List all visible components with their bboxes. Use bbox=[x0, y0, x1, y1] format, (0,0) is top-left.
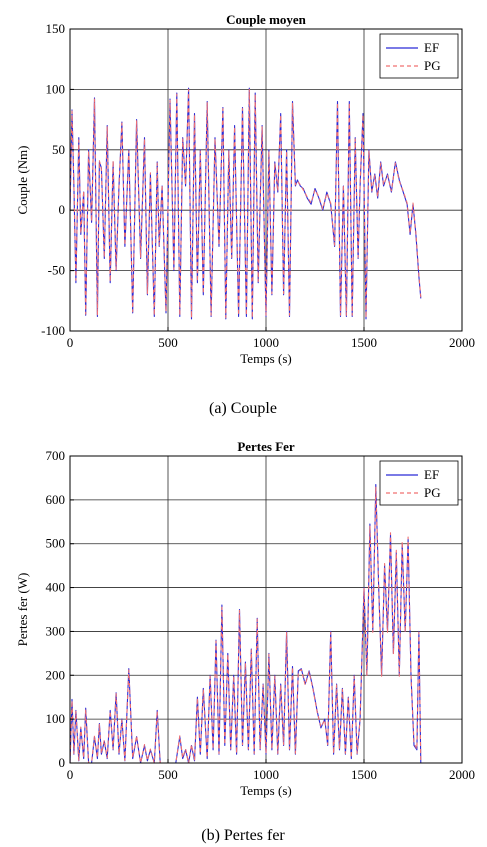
y-tick-label: 150 bbox=[46, 21, 66, 36]
series-line-pg bbox=[69, 88, 422, 319]
y-tick-label: 200 bbox=[46, 667, 66, 682]
x-tick-label: 2000 bbox=[449, 335, 475, 350]
x-tick-label: 2000 bbox=[449, 767, 475, 782]
legend-box bbox=[379, 33, 459, 79]
chart-couple-moyen: 0 500 1000 1500 2000 -100 -50 0 50 100 150 Couple m… bbox=[15, 12, 475, 366]
legend-label-ef: EF bbox=[424, 467, 439, 482]
legend-label-pg: PG bbox=[424, 58, 441, 73]
y-tick-label: 100 bbox=[46, 81, 66, 96]
y-tick-label: 50 bbox=[52, 142, 65, 157]
x-tick-label: 500 bbox=[158, 767, 178, 782]
y-tick-label: 0 bbox=[59, 202, 66, 217]
y-tick-label: 600 bbox=[46, 492, 66, 507]
y-tick-label: 300 bbox=[46, 623, 66, 638]
x-tick-label: 1500 bbox=[351, 335, 377, 350]
x-tick-label: 500 bbox=[158, 335, 178, 350]
y-tick-label: 100 bbox=[46, 711, 66, 726]
y-axis-label: Couple (Nm) bbox=[15, 146, 30, 215]
y-axis-label: Pertes fer (W) bbox=[15, 573, 30, 647]
x-axis-label: Temps (s) bbox=[240, 351, 291, 366]
x-tick-label: 1000 bbox=[253, 767, 279, 782]
x-tick-label: 0 bbox=[67, 767, 74, 782]
y-tick-label: 700 bbox=[46, 448, 66, 463]
legend: EF PG bbox=[379, 33, 459, 79]
chart-pertes-fer: 0 500 1000 1500 2000 0 100 200 300 400 500 600 700 Pe… bbox=[15, 439, 475, 798]
x-tick-label: 0 bbox=[67, 335, 74, 350]
legend: EF PG bbox=[379, 460, 459, 506]
x-axis-label: Temps (s) bbox=[240, 783, 291, 798]
chart-title: Couple moyen bbox=[226, 12, 307, 27]
y-tick-label: 500 bbox=[46, 536, 66, 551]
caption-couple: (a) Couple bbox=[209, 400, 277, 417]
series-line-pg bbox=[69, 486, 422, 764]
y-tick-label: 0 bbox=[59, 755, 66, 770]
legend-label-pg: PG bbox=[424, 485, 441, 500]
x-tick-label: 1500 bbox=[351, 767, 377, 782]
legend-box bbox=[379, 460, 459, 506]
y-tick-label: -100 bbox=[41, 323, 65, 338]
y-tick-label: 400 bbox=[46, 580, 66, 595]
legend-label-ef: EF bbox=[424, 40, 439, 55]
chart-title: Pertes Fer bbox=[237, 439, 295, 454]
x-tick-label: 1000 bbox=[253, 335, 279, 350]
caption-pertes-fer: (b) Pertes fer bbox=[201, 827, 285, 844]
y-tick-label: -50 bbox=[48, 263, 65, 278]
